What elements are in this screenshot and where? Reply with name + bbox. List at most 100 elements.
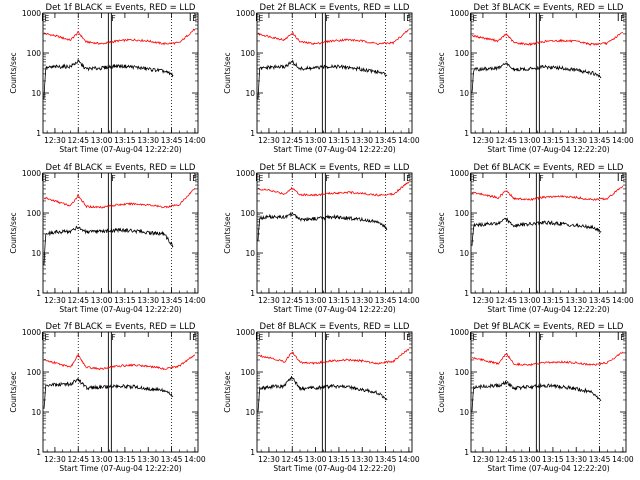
y-tick-label: 1000 (236, 169, 255, 178)
series-lld-red (43, 352, 196, 371)
marker-label: E (620, 333, 625, 342)
y-tick-label: 100 (455, 49, 470, 58)
x-tick-label: 13:15 (328, 296, 350, 305)
y-tick-label: 1 (250, 289, 255, 298)
x-tick-label: 14:00 (612, 136, 634, 145)
x-axis-label: Start Time (07-Aug-04 12:22:20) (273, 145, 395, 154)
plot-frame (256, 331, 413, 453)
y-axis-label: Counts/sec (223, 212, 232, 253)
x-tick-label: 13:00 (305, 455, 327, 464)
series-lld-red (257, 29, 409, 46)
x-tick-label: 12:45 (67, 455, 89, 464)
y-axis-label: Counts/sec (223, 52, 232, 93)
x-tick-label: 13:15 (114, 455, 136, 464)
series-lld-red (43, 28, 196, 46)
x-tick-label: 13:00 (305, 136, 327, 145)
y-tick-label: 100 (241, 368, 256, 377)
series-events-black (43, 58, 174, 100)
series-lld-red (257, 181, 410, 197)
x-tick-label: 13:15 (542, 296, 564, 305)
x-tick-label: 13:30 (565, 455, 587, 464)
marker-label: E (44, 174, 49, 183)
x-tick-label: 13:30 (351, 455, 373, 464)
plot-frame (256, 12, 413, 134)
y-tick-label: 10 (31, 89, 41, 98)
x-axis-label: Start Time (07-Aug-04 12:22:20) (487, 464, 609, 473)
y-tick-label: 1000 (22, 169, 41, 178)
y-tick-label: 1000 (450, 9, 469, 18)
y-tick-label: 100 (241, 209, 256, 218)
marker-label: E (192, 333, 197, 342)
marker-label: E (620, 14, 625, 23)
x-tick-label: 13:45 (589, 455, 611, 464)
plot-frame (470, 12, 627, 134)
plot-frame (42, 172, 199, 294)
x-tick-label: 12:45 (495, 296, 517, 305)
y-tick-label: 10 (245, 408, 255, 417)
plot-frame (42, 12, 199, 134)
panel-title: Det 4f BLACK = Events, RED = LLD (46, 163, 196, 173)
x-tick-label: 12:30 (258, 455, 280, 464)
x-tick-label: 12:30 (44, 296, 66, 305)
x-tick-label: 13:30 (351, 296, 373, 305)
panel-title: Det 5f BLACK = Events, RED = LLD (260, 163, 410, 173)
y-tick-label: 1 (464, 289, 469, 298)
y-tick-label: 1 (36, 448, 41, 457)
marker-label: E (472, 14, 477, 23)
x-axis-label: Start Time (07-Aug-04 12:22:20) (59, 305, 181, 314)
x-tick-label: 12:45 (67, 296, 89, 305)
x-tick-label: 13:00 (91, 296, 113, 305)
y-tick-label: 1 (250, 129, 255, 138)
y-tick-label: 10 (31, 408, 41, 417)
series-events-black (257, 211, 388, 242)
y-tick-label: 10 (459, 408, 469, 417)
x-tick-label: 14:00 (398, 136, 420, 145)
marker-label: E (44, 14, 49, 23)
y-tick-label: 1000 (450, 328, 469, 337)
x-tick-label: 13:45 (375, 296, 397, 305)
x-tick-label: 12:45 (67, 136, 89, 145)
x-tick-label: 13:00 (519, 136, 541, 145)
x-tick-label: 13:30 (351, 136, 373, 145)
plot-frame (470, 331, 627, 453)
y-tick-label: 10 (245, 249, 255, 258)
x-tick-label: 14:00 (398, 296, 420, 305)
x-tick-label: 14:00 (184, 455, 206, 464)
y-axis-label: Counts/sec (9, 371, 18, 412)
marker-label: F (325, 14, 329, 23)
marker-label: F (539, 14, 543, 23)
x-axis-label: Start Time (07-Aug-04 12:22:20) (273, 464, 395, 473)
x-tick-label: 13:00 (305, 296, 327, 305)
marker-label: E (258, 333, 263, 342)
x-tick-label: 13:00 (519, 296, 541, 305)
marker-label: F (539, 174, 543, 183)
y-axis-label: Counts/sec (223, 371, 232, 412)
y-tick-label: 1000 (450, 169, 469, 178)
x-tick-label: 13:45 (161, 455, 183, 464)
y-tick-label: 1 (36, 289, 41, 298)
marker-label: E (192, 174, 197, 183)
marker-label: E (406, 14, 411, 23)
y-tick-label: 1 (250, 448, 255, 457)
y-axis-label: Counts/sec (437, 371, 446, 412)
x-tick-label: 12:30 (258, 136, 280, 145)
x-tick-label: 13:45 (375, 136, 397, 145)
y-axis-label: Counts/sec (437, 212, 446, 253)
x-tick-label: 13:15 (328, 455, 350, 464)
x-tick-label: 13:30 (565, 136, 587, 145)
series-events-black (471, 62, 602, 94)
panel-title: Det 9f BLACK = Events, RED = LLD (474, 322, 624, 332)
marker-label: E (258, 14, 263, 23)
x-tick-label: 13:00 (91, 136, 113, 145)
y-tick-label: 100 (455, 209, 470, 218)
x-tick-label: 12:30 (472, 455, 494, 464)
y-axis-label: Counts/sec (9, 52, 18, 93)
plot-frame (256, 172, 413, 294)
marker-label: E (44, 333, 49, 342)
y-tick-label: 100 (27, 368, 42, 377)
